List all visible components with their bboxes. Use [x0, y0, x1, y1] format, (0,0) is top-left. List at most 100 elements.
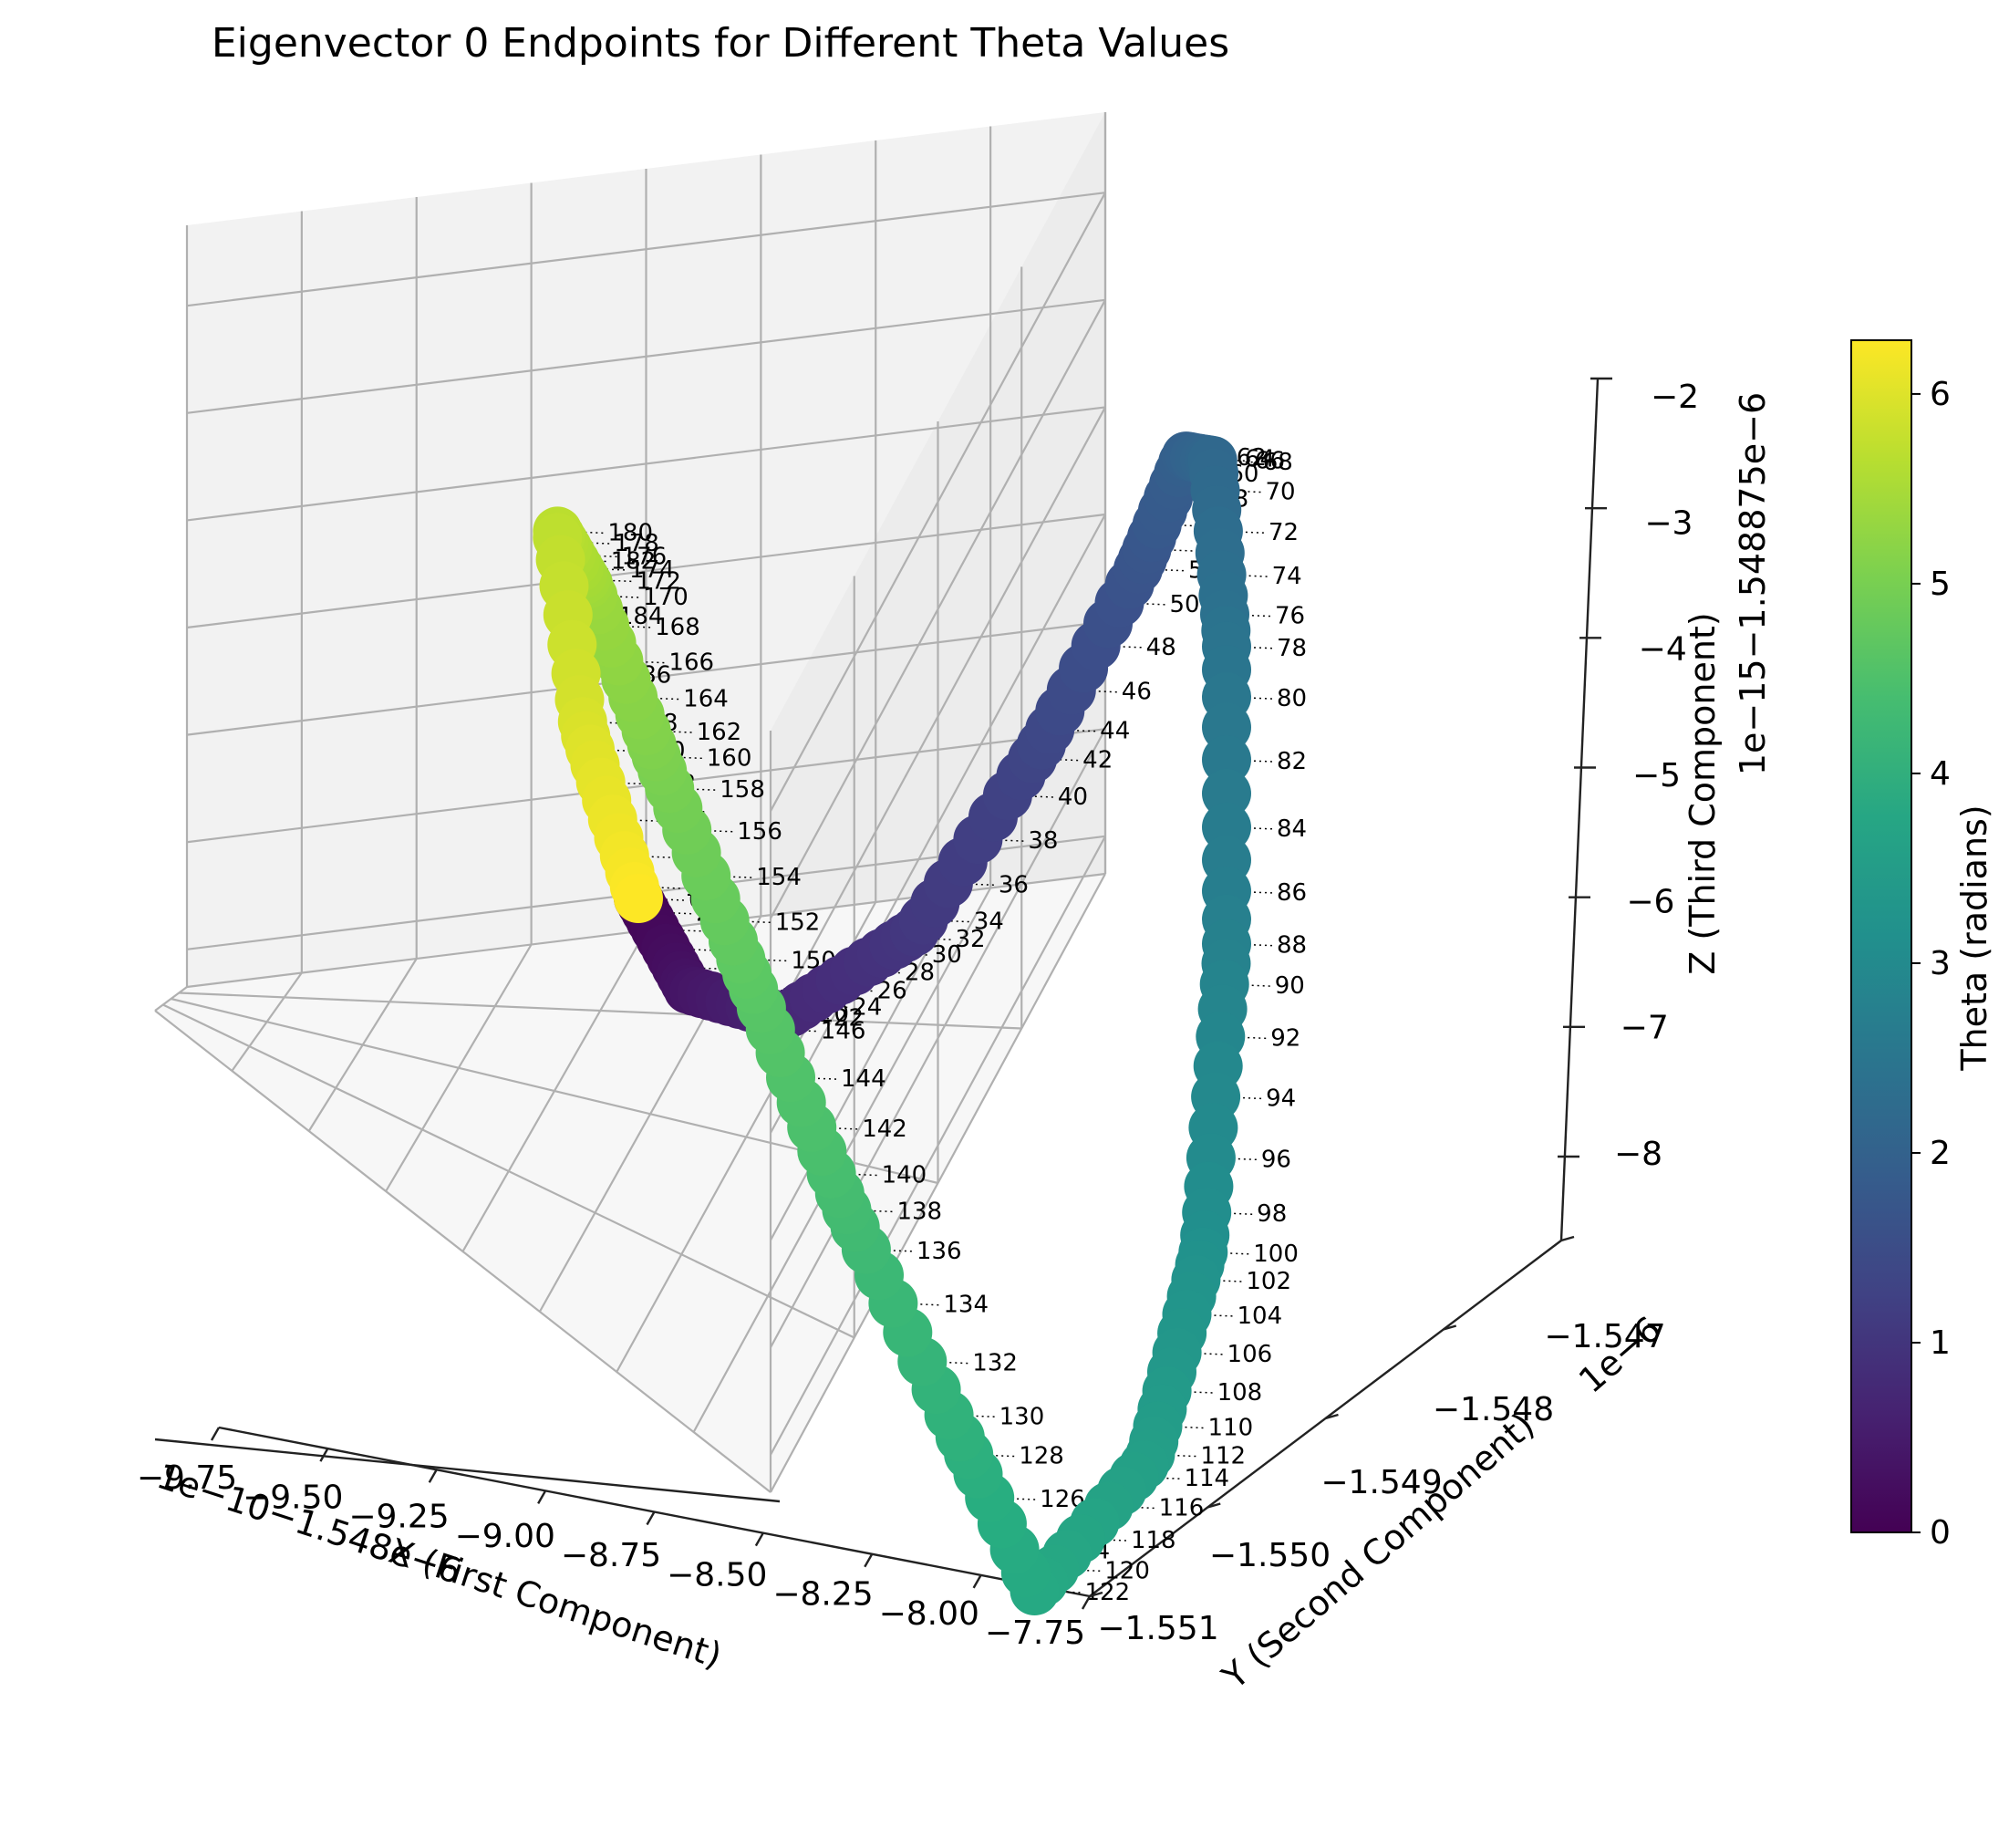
- point-label: 32: [956, 926, 986, 953]
- x-tick-mark: [537, 1490, 547, 1504]
- point-label: 168: [655, 614, 700, 641]
- scatter-points: [533, 431, 1251, 1615]
- grid-line-z-side: [770, 299, 1106, 919]
- point-label: 80: [1277, 685, 1307, 712]
- point-label: 30: [932, 941, 962, 969]
- grid-line-z-side: [770, 406, 1106, 1026]
- colorbar-tick-label: 6: [1930, 376, 1951, 413]
- scatter-point: [614, 874, 663, 923]
- point-label: 46: [1122, 679, 1152, 706]
- point-label: 72: [1269, 519, 1299, 546]
- x-tick-mark: [864, 1553, 874, 1568]
- x-tick-label: −9.00: [455, 1518, 555, 1555]
- colorbar: 0 1 2 3 4 5 6: [1850, 339, 1951, 1552]
- point-label: 178: [614, 530, 659, 557]
- grid-line-z-side: [770, 192, 1106, 812]
- x-tick-label: −8.75: [561, 1537, 661, 1574]
- x-tick-mark: [972, 1574, 982, 1589]
- x-tick-mark: [754, 1532, 764, 1547]
- grid-line-z-back: [186, 406, 1106, 522]
- x-axis-line: [154, 1438, 781, 1503]
- grid-line-y-floor: [154, 1010, 771, 1493]
- point-label: 160: [707, 744, 752, 772]
- point-label: 110: [1208, 1414, 1254, 1441]
- z-axis-label: Z (Third Component): [1683, 612, 1723, 974]
- point-label: 42: [1082, 747, 1113, 774]
- point-label: 106: [1227, 1341, 1273, 1368]
- scatter-point: [1202, 735, 1251, 784]
- x-tick-mark: [210, 1427, 221, 1441]
- point-label: 36: [999, 871, 1029, 898]
- point-label: 136: [916, 1238, 962, 1265]
- point-label: 40: [1058, 784, 1088, 811]
- point-label: 146: [821, 1018, 866, 1045]
- x-tick-label: −7.75: [985, 1614, 1085, 1652]
- z-axis-line: [1559, 378, 1600, 1241]
- point-label: 120: [1104, 1557, 1150, 1584]
- z-tick-label: −2: [1651, 379, 1699, 416]
- point-label: 38: [1028, 827, 1058, 855]
- point-label: 132: [972, 1350, 1018, 1377]
- y-tick-mark: [1325, 1413, 1339, 1420]
- x-tick-mark: [428, 1469, 438, 1483]
- grid-line-z-back: [186, 298, 1106, 414]
- point-label: 76: [1275, 603, 1305, 630]
- x-tick-label: −9.25: [348, 1499, 449, 1536]
- y-tick-mark: [1089, 1591, 1103, 1598]
- point-label: 112: [1200, 1443, 1246, 1470]
- scatter-point: [1202, 768, 1251, 818]
- grid-line-z-side: [770, 728, 1106, 1348]
- point-label: 90: [1275, 972, 1305, 1000]
- point-label: 172: [636, 567, 681, 595]
- grid-line-z-side: [770, 836, 1106, 1456]
- point-label: 104: [1237, 1303, 1282, 1330]
- z-tick-label: −6: [1626, 883, 1674, 920]
- point-label: 86: [1277, 879, 1307, 907]
- z-tick-label: −5: [1632, 757, 1681, 794]
- chart-title: Eigenvector 0 Endpoints for Different Th…: [212, 20, 1229, 67]
- point-label: 84: [1277, 815, 1307, 843]
- point-label: 74: [1272, 563, 1302, 590]
- point-label: 152: [775, 908, 821, 936]
- point-label: 92: [1270, 1024, 1300, 1052]
- x-tick-label: −8.00: [879, 1595, 979, 1633]
- point-label: 108: [1217, 1379, 1263, 1407]
- point-label: 164: [683, 686, 729, 713]
- point-label: 162: [697, 719, 742, 746]
- z-tick-label: −3: [1644, 504, 1693, 542]
- point-label: 82: [1277, 748, 1307, 775]
- point-label: 116: [1159, 1494, 1205, 1521]
- point-label: 180: [607, 519, 653, 546]
- point-label: 64: [1245, 446, 1275, 473]
- point-label: 66: [1255, 447, 1285, 474]
- point-label: 154: [756, 864, 802, 891]
- point-label: 68: [1263, 449, 1293, 476]
- colorbar-tick-label: 5: [1930, 566, 1951, 603]
- z-axis-offset-text: 1e−15−1.548875e−6: [1733, 392, 1773, 775]
- point-label: 94: [1266, 1085, 1296, 1112]
- floor-pane: [155, 874, 1105, 1492]
- colorbar-tick-label: 0: [1930, 1514, 1951, 1552]
- point-label: 102: [1246, 1268, 1291, 1295]
- point-label: 122: [1085, 1579, 1131, 1606]
- point-label: 96: [1261, 1146, 1291, 1173]
- point-label: 140: [882, 1161, 927, 1189]
- point-label: 48: [1146, 634, 1176, 661]
- point-label: 182: [611, 548, 657, 576]
- colorbar-tick-label: 1: [1930, 1324, 1951, 1362]
- point-label: 128: [1019, 1443, 1064, 1470]
- x-tick-label: −9.75: [137, 1459, 237, 1497]
- colorbar-tick-label: 3: [1930, 945, 1951, 982]
- point-label: 130: [999, 1403, 1045, 1430]
- point-label: 78: [1277, 635, 1307, 662]
- point-label: 134: [943, 1292, 989, 1319]
- grid-line-z-back: [186, 192, 1106, 307]
- point-label: 50: [1170, 591, 1200, 618]
- point-label: 176: [622, 543, 668, 570]
- point-label: 144: [841, 1065, 886, 1093]
- x-tick-mark: [1081, 1595, 1092, 1610]
- point-label: 44: [1100, 718, 1130, 745]
- colorbar-tick-label: 4: [1930, 755, 1951, 793]
